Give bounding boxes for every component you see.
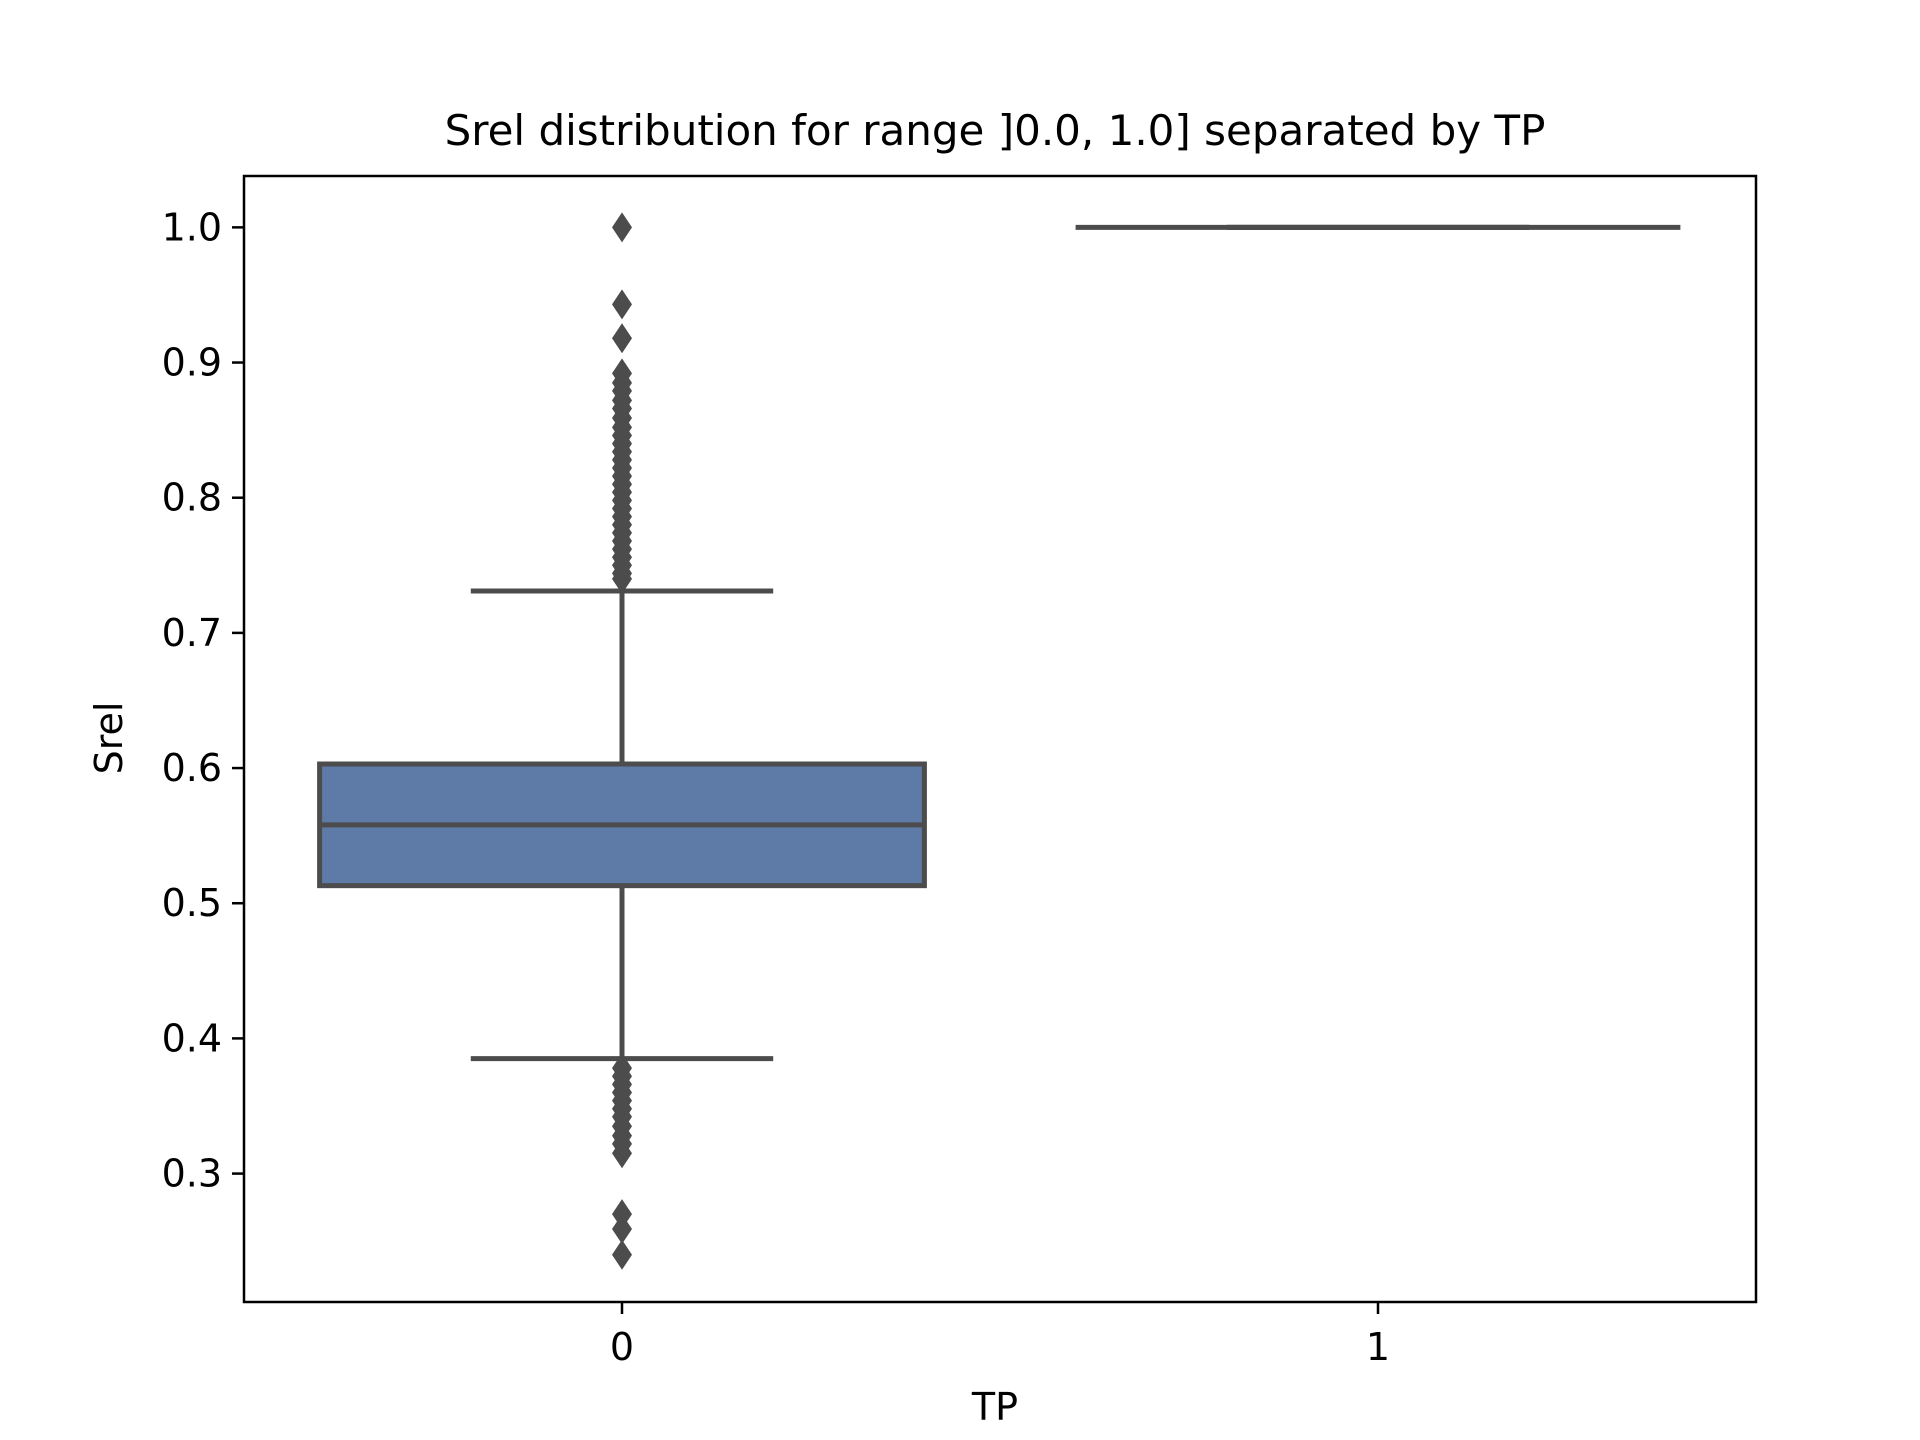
y-tick-label: 0.7 <box>162 611 222 655</box>
outlier-point <box>612 1239 632 1270</box>
y-tick-label: 1.0 <box>162 205 222 249</box>
y-axis-label: Srel <box>87 702 131 775</box>
y-tick-label: 0.8 <box>162 476 222 520</box>
outlier-point <box>612 1214 632 1245</box>
axes-frame <box>242 174 1758 1304</box>
chart-title: Srel distribution for range ]0.0, 1.0] s… <box>445 106 1546 155</box>
outlier-point <box>612 323 632 354</box>
outlier-point <box>612 1138 632 1169</box>
outlier-point <box>612 212 632 243</box>
x-tick-label: 0 <box>610 1325 634 1369</box>
y-tick-label: 0.3 <box>162 1152 222 1196</box>
y-tick-label: 0.6 <box>162 746 222 790</box>
x-axis-label: TP <box>971 1385 1018 1429</box>
outlier-point <box>612 563 632 594</box>
y-tick-label: 0.5 <box>162 881 222 925</box>
x-tick-label: 1 <box>1366 1325 1390 1369</box>
plot-area: 0.3 0.4 0.5 0.6 0.7 0.8 0.9 1.0 0 1 <box>162 174 1758 1369</box>
outlier-point <box>612 289 632 320</box>
y-tick-label: 0.9 <box>162 341 222 385</box>
y-tick-label: 0.4 <box>162 1016 222 1060</box>
